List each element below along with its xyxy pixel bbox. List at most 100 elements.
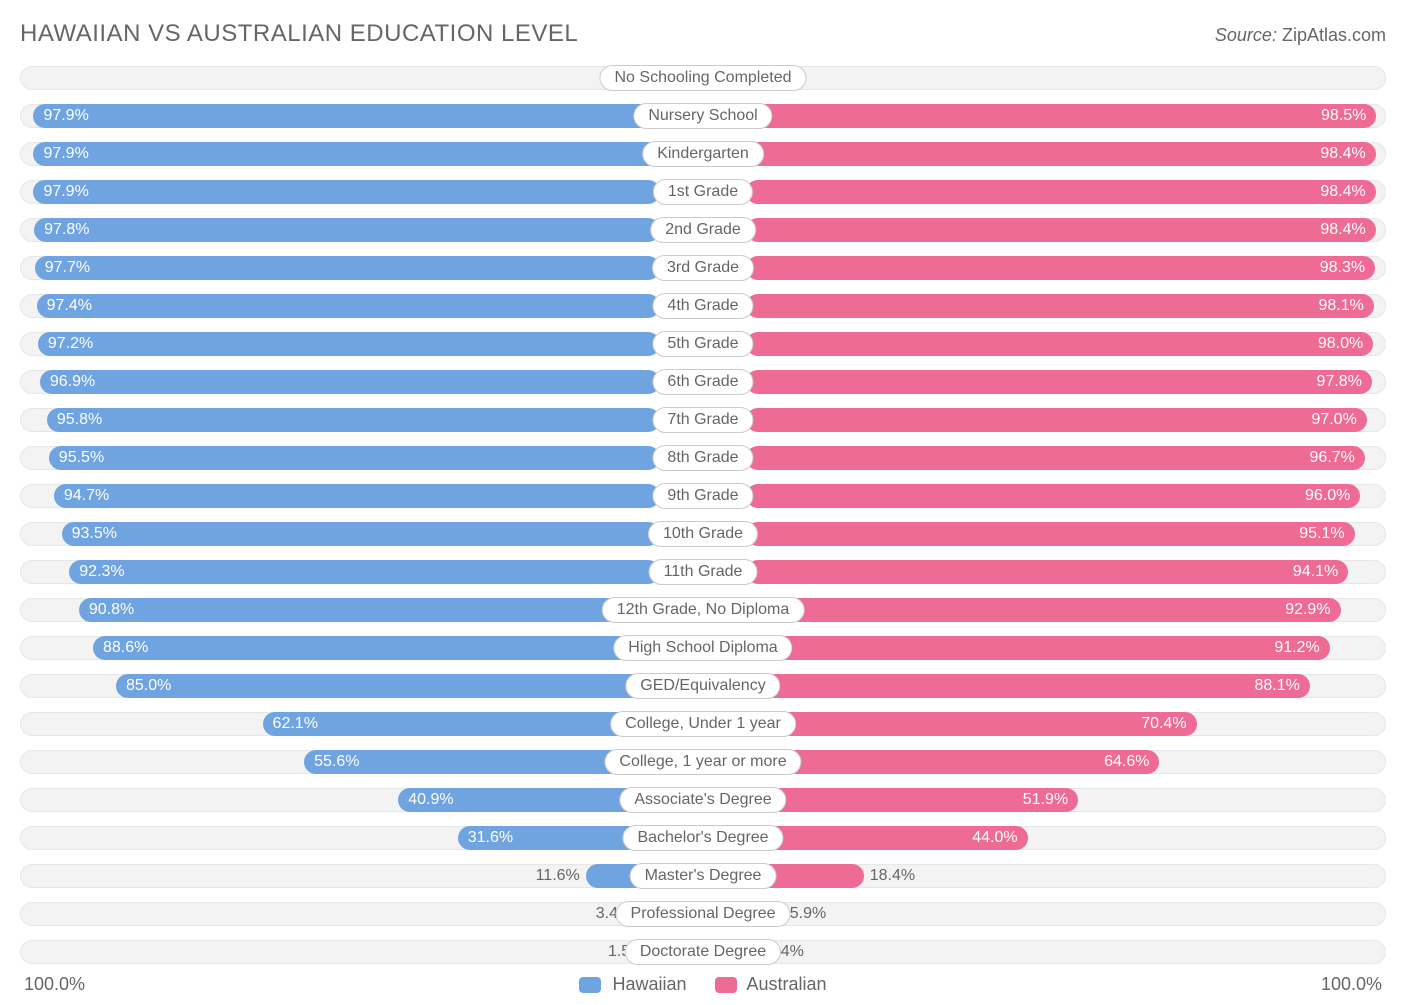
bar-left: [116, 674, 660, 698]
category-label: 12th Grade, No Diploma: [602, 597, 805, 623]
value-right: 94.1%: [1283, 560, 1348, 584]
category-label: 11th Grade: [649, 559, 758, 585]
bar-right: [746, 332, 1373, 356]
value-right: 92.9%: [1275, 598, 1340, 622]
source-name: ZipAtlas.com: [1282, 25, 1386, 45]
value-left: 96.9%: [40, 370, 105, 394]
category-label: 4th Grade: [652, 293, 753, 319]
value-left: 97.9%: [33, 180, 98, 204]
axis-left-max: 100.0%: [24, 974, 85, 995]
value-left: 95.5%: [49, 446, 114, 470]
bar-left: [49, 446, 660, 470]
diverging-bar-chart: 2.2%1.6%No Schooling Completed 97.9% 98.5%…: [20, 62, 1386, 968]
bar-right: [746, 370, 1372, 394]
legend-item-right: Australian: [715, 974, 827, 995]
chart-row: 62.1%70.4%College, Under 1 year: [20, 708, 1386, 740]
value-left: 97.7%: [35, 256, 100, 280]
chart-row: 97.2% 98.0% 5th Grade: [20, 328, 1386, 360]
category-label: Professional Degree: [616, 901, 791, 927]
category-label: Associate's Degree: [619, 787, 786, 813]
value-left: 95.8%: [47, 408, 112, 432]
value-right: 98.0%: [1308, 332, 1373, 356]
category-label: 7th Grade: [652, 407, 753, 433]
legend-swatch-right: [715, 977, 737, 993]
bar-left: [69, 560, 660, 584]
chart-row: 97.7%98.3%3rd Grade: [20, 252, 1386, 284]
value-left: 88.6%: [93, 636, 158, 660]
value-right: 96.0%: [1295, 484, 1360, 508]
chart-row: 94.7% 96.0% 9th Grade: [20, 480, 1386, 512]
bar-left: [33, 180, 660, 204]
category-label: 6th Grade: [652, 369, 753, 395]
bar-right: [746, 180, 1376, 204]
bar-left: [93, 636, 660, 660]
bar-right: [746, 104, 1376, 128]
track-right: [746, 902, 1386, 926]
value-right: 5.9%: [784, 902, 832, 926]
bar-left: [54, 484, 660, 508]
chart-row: 88.6%91.2%High School Diploma: [20, 632, 1386, 664]
chart-row: 97.9%98.5%Nursery School: [20, 100, 1386, 132]
value-left: 31.6%: [458, 826, 523, 850]
value-right: 70.4%: [1131, 712, 1196, 736]
bar-left: [79, 598, 660, 622]
value-right: 64.6%: [1094, 750, 1159, 774]
legend-swatch-left: [579, 977, 601, 993]
chart-row: 97.9%98.4%1st Grade: [20, 176, 1386, 208]
legend-label-right: Australian: [747, 974, 827, 994]
value-left: 62.1%: [263, 712, 328, 736]
chart-row: 85.0%88.1%GED/Equivalency: [20, 670, 1386, 702]
bar-right: [746, 636, 1330, 660]
bar-right: [746, 484, 1360, 508]
chart-container: HAWAIIAN VS AUSTRALIAN EDUCATION LEVEL S…: [0, 0, 1406, 1005]
legend-label-left: Hawaiian: [612, 974, 686, 994]
value-right: 98.5%: [1311, 104, 1376, 128]
chart-source: Source: ZipAtlas.com: [1215, 25, 1386, 46]
chart-row: 31.6%44.0%Bachelor's Degree: [20, 822, 1386, 854]
bar-right: [746, 674, 1310, 698]
chart-row: 96.9%97.8%6th Grade: [20, 366, 1386, 398]
category-label: 1st Grade: [653, 179, 753, 205]
bar-right: [746, 294, 1374, 318]
chart-row: 2.2%1.6%No Schooling Completed: [20, 62, 1386, 94]
legend-item-left: Hawaiian: [579, 974, 686, 995]
chart-row: 40.9% 51.9% Associate's Degree: [20, 784, 1386, 816]
value-left: 97.8%: [34, 218, 99, 242]
category-label: Nursery School: [633, 103, 772, 129]
category-label: High School Diploma: [613, 635, 792, 661]
category-label: GED/Equivalency: [625, 673, 780, 699]
category-label: 5th Grade: [652, 331, 753, 357]
chart-row: 97.8%98.4%2nd Grade: [20, 214, 1386, 246]
category-label: 3rd Grade: [652, 255, 754, 281]
bar-right: [746, 408, 1367, 432]
chart-row: 93.5% 95.1% 10th Grade: [20, 518, 1386, 550]
track-left: [20, 66, 660, 90]
chart-row: 97.9%98.4%Kindergarten: [20, 138, 1386, 170]
value-right: 98.1%: [1308, 294, 1373, 318]
chart-legend: Hawaiian Australian: [579, 974, 826, 995]
bar-right: [746, 522, 1355, 546]
value-left: 40.9%: [398, 788, 463, 812]
chart-row: 95.5%96.7%8th Grade: [20, 442, 1386, 474]
chart-row: 1.5%2.4%Doctorate Degree: [20, 936, 1386, 968]
value-right: 95.1%: [1289, 522, 1354, 546]
value-left: 55.6%: [304, 750, 369, 774]
category-label: 9th Grade: [652, 483, 753, 509]
chart-row: 11.6%18.4%Master's Degree: [20, 860, 1386, 892]
value-left: 94.7%: [54, 484, 119, 508]
value-left: 93.5%: [62, 522, 127, 546]
category-label: Kindergarten: [642, 141, 764, 167]
category-label: 2nd Grade: [650, 217, 756, 243]
bar-left: [33, 104, 660, 128]
category-label: 10th Grade: [648, 521, 758, 547]
bar-left: [40, 370, 660, 394]
axis-right-max: 100.0%: [1321, 974, 1382, 995]
chart-row: 55.6% 64.6% College, 1 year or more: [20, 746, 1386, 778]
bar-left: [62, 522, 660, 546]
value-left: 97.9%: [33, 142, 98, 166]
category-label: College, 1 year or more: [604, 749, 801, 775]
track-left: [20, 940, 660, 964]
category-label: Doctorate Degree: [625, 939, 781, 965]
value-left: 97.2%: [38, 332, 103, 356]
value-right: 51.9%: [1013, 788, 1078, 812]
